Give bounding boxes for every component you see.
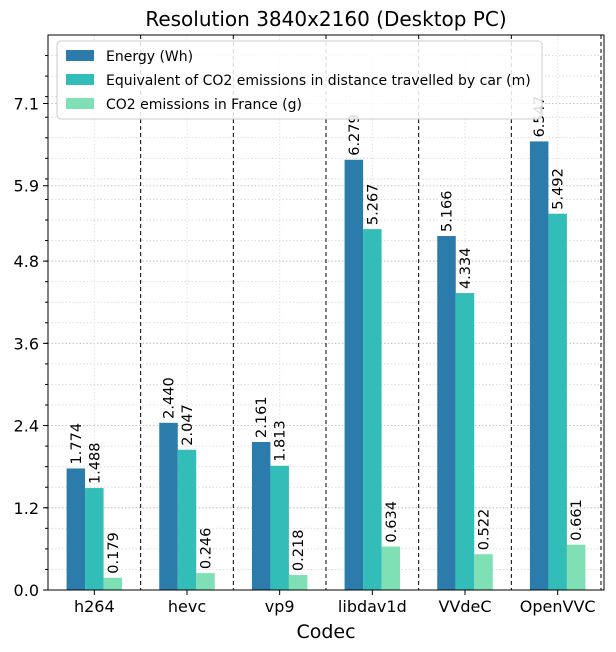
bar bbox=[251, 441, 271, 590]
group-separators bbox=[140, 35, 602, 590]
bar bbox=[474, 554, 493, 590]
bar bbox=[85, 488, 104, 590]
y-tick-label: 0.0 bbox=[14, 581, 39, 600]
y-tick-label: 1.2 bbox=[14, 499, 39, 518]
plot-frame bbox=[47, 34, 605, 591]
bar bbox=[344, 159, 364, 590]
x-tick-label: OpenVVC bbox=[520, 597, 596, 616]
data-label: 2.047 bbox=[180, 404, 196, 446]
bar bbox=[270, 465, 289, 590]
data-label: 2.440 bbox=[162, 377, 178, 419]
data-label: 0.661 bbox=[569, 499, 585, 541]
data-label: 4.334 bbox=[458, 248, 474, 290]
y-tick-label: 5.9 bbox=[14, 177, 39, 196]
y-tick-label: 2.4 bbox=[14, 417, 39, 436]
bar bbox=[381, 546, 401, 590]
x-tick-label: VVdeC bbox=[438, 597, 491, 616]
data-label: 0.634 bbox=[384, 501, 400, 543]
x-tick-label: h264 bbox=[74, 597, 115, 616]
legend-label: Equivalent of CO2 emissions in distance … bbox=[106, 73, 531, 89]
data-label: 5.166 bbox=[440, 191, 456, 233]
legend: Energy (Wh) Equivalent of CO2 emissions i… bbox=[56, 40, 543, 120]
bar bbox=[177, 449, 197, 590]
x-tick-label: libdav1d bbox=[338, 597, 407, 616]
data-label: 0.522 bbox=[477, 509, 493, 551]
data-label: 1.813 bbox=[273, 420, 289, 462]
x-axis-label: Codec bbox=[296, 621, 355, 643]
y-tick-label: 3.6 bbox=[14, 334, 39, 353]
bar bbox=[363, 229, 382, 590]
legend-label: Energy (Wh) bbox=[106, 49, 193, 65]
bar bbox=[288, 575, 308, 590]
legend-swatch bbox=[66, 50, 94, 61]
bar bbox=[66, 468, 86, 590]
bar bbox=[548, 213, 567, 590]
data-label: 0.179 bbox=[106, 532, 122, 574]
y-tick-label: 4.8 bbox=[14, 252, 39, 271]
data-label: 1.774 bbox=[69, 423, 85, 465]
bar bbox=[437, 236, 456, 591]
chart-title: Resolution 3840x2160 (Desktop PC) bbox=[145, 7, 506, 31]
y-tick-label: 7.1 bbox=[14, 95, 39, 114]
data-label: 6.279 bbox=[347, 114, 363, 156]
y-axis: 0.0 1.2 2.4 3.6 4.8 5.9 7.1 bbox=[14, 55, 48, 600]
bar bbox=[196, 573, 215, 590]
x-tick-label: vp9 bbox=[265, 597, 295, 616]
data-label: 2.161 bbox=[254, 396, 270, 438]
data-label: 0.246 bbox=[199, 528, 215, 570]
bar bbox=[529, 141, 549, 591]
data-label: 1.488 bbox=[87, 443, 103, 485]
legend-box bbox=[56, 40, 543, 120]
bar bbox=[455, 293, 475, 590]
legend-swatch bbox=[66, 98, 94, 109]
x-tick-label: hevc bbox=[168, 597, 206, 616]
bar bbox=[103, 577, 123, 590]
legend-label: CO2 emissions in France (g) bbox=[106, 97, 302, 113]
legend-swatch bbox=[66, 74, 94, 85]
bars bbox=[66, 141, 586, 591]
x-axis: h264 hevc vp9 libdav1d VVdeC OpenVVC bbox=[74, 590, 596, 616]
data-labels: 1.7742.4402.1616.2795.1666.5471.4882.047… bbox=[69, 96, 585, 574]
bar bbox=[159, 422, 178, 590]
data-label: 5.492 bbox=[551, 168, 567, 210]
data-label: 0.218 bbox=[291, 530, 307, 572]
bar bbox=[566, 544, 586, 590]
data-label: 5.267 bbox=[365, 184, 381, 226]
